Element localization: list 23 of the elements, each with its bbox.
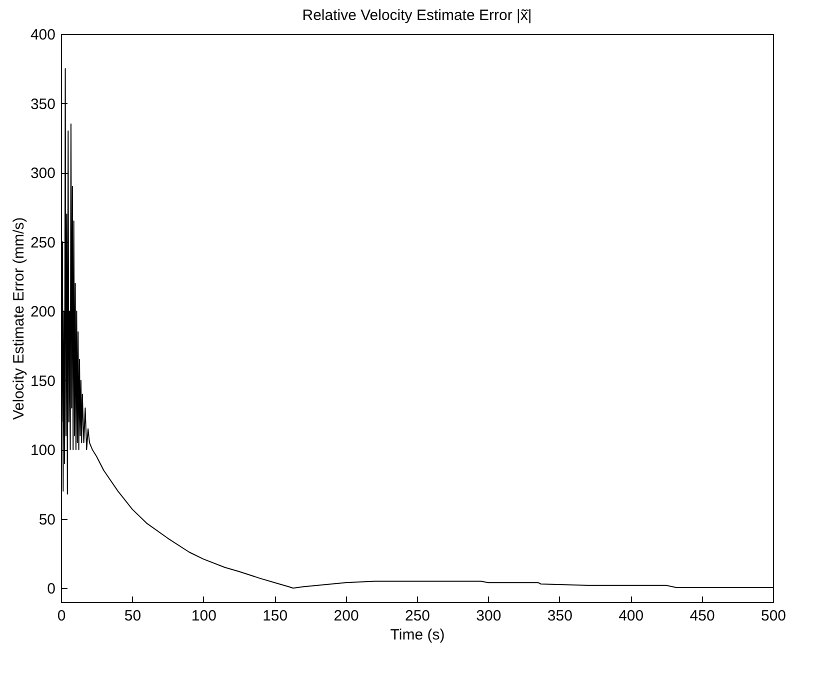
- chart-title: Relative Velocity Estimate Error |x̃̇|: [302, 7, 532, 24]
- x-tick-label: 150: [262, 608, 288, 624]
- x-tick-label: 250: [404, 608, 430, 624]
- x-axis-title: Time (s): [390, 626, 445, 644]
- x-tick-label: 350: [547, 608, 572, 624]
- x-tick-label: 100: [191, 608, 216, 624]
- y-tick-label: 100: [30, 442, 56, 460]
- y-tick-label: 200: [30, 304, 56, 321]
- y-tick-label: 150: [30, 372, 56, 390]
- x-tick-label: 0: [57, 608, 66, 624]
- y-tick-label: 250: [30, 234, 56, 252]
- y-tick-label: 350: [30, 96, 56, 113]
- x-tick-label: 500: [760, 608, 786, 624]
- y-tick-label: 300: [30, 165, 56, 182]
- x-tick-label: 200: [334, 608, 359, 624]
- y-tick-label: 400: [30, 26, 56, 44]
- x-tick-label: 50: [124, 608, 142, 624]
- y-axis-title: Velocity Estimate Error (mm/s): [10, 217, 28, 420]
- x-tick-label: 400: [618, 608, 644, 624]
- x-tick-label: 300: [476, 608, 502, 624]
- y-tick-label: 0: [47, 580, 56, 598]
- y-tick-label: 50: [38, 511, 56, 528]
- x-tick-label: 450: [690, 608, 715, 624]
